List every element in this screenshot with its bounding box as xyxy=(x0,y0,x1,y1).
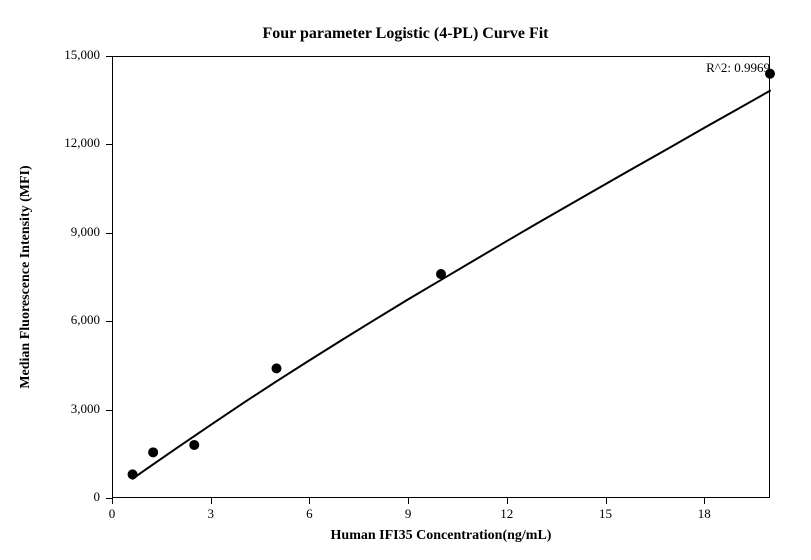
x-tick-mark xyxy=(211,498,212,504)
x-tick-mark xyxy=(112,498,113,504)
y-tick-mark xyxy=(106,56,112,57)
r-squared-annotation: R^2: 0.9969 xyxy=(706,60,770,76)
x-tick-mark xyxy=(408,498,409,504)
x-tick-mark xyxy=(606,498,607,504)
y-tick-label: 9,000 xyxy=(0,224,100,240)
plot-area xyxy=(112,56,770,498)
y-axis-label: Median Fluorescence Intensity (MFI) xyxy=(18,127,34,427)
x-tick-label: 18 xyxy=(698,506,711,522)
y-tick-label: 0 xyxy=(0,489,100,505)
x-tick-label: 9 xyxy=(405,506,412,522)
x-tick-label: 3 xyxy=(207,506,214,522)
y-tick-mark xyxy=(106,321,112,322)
y-tick-mark xyxy=(106,410,112,411)
y-tick-mark xyxy=(106,233,112,234)
y-tick-label: 3,000 xyxy=(0,401,100,417)
y-tick-mark xyxy=(106,144,112,145)
chart-title: Four parameter Logistic (4-PL) Curve Fit xyxy=(0,25,811,43)
x-axis-label: Human IFI35 Concentration(ng/mL) xyxy=(112,528,770,544)
x-tick-mark xyxy=(704,498,705,504)
x-tick-label: 6 xyxy=(306,506,313,522)
x-tick-mark xyxy=(507,498,508,504)
x-tick-label: 15 xyxy=(599,506,612,522)
y-tick-label: 6,000 xyxy=(0,312,100,328)
y-tick-label: 15,000 xyxy=(0,47,100,63)
y-tick-label: 12,000 xyxy=(0,135,100,151)
chart-container: Four parameter Logistic (4-PL) Curve Fit… xyxy=(0,0,811,560)
x-tick-mark xyxy=(309,498,310,504)
x-tick-label: 12 xyxy=(500,506,513,522)
x-tick-label: 0 xyxy=(109,506,116,522)
